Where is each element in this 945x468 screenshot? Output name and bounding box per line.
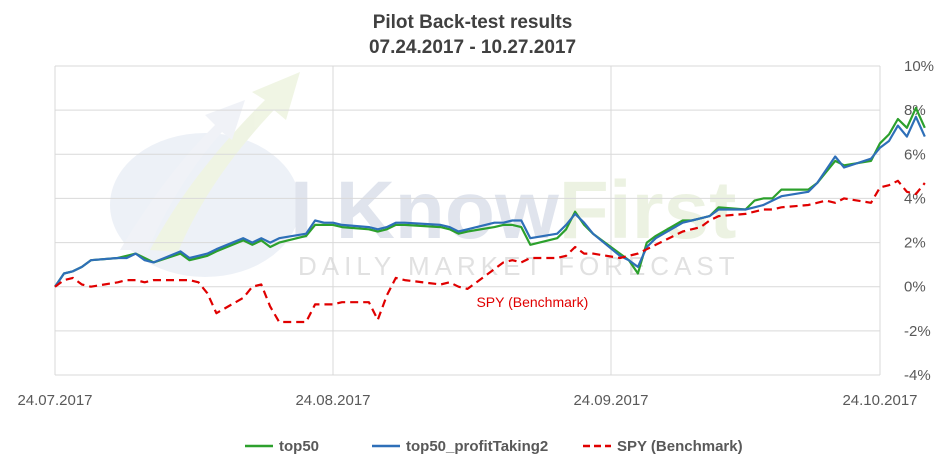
- axes: -4%-2%0%2%4%6%8%10%24.07.2017 24.08.2017 2…: [17, 58, 934, 409]
- chart-subtitle: 07.24.2017 - 10.27.2017: [368, 37, 577, 58]
- x-tick-label: 24.10.2017: [842, 392, 917, 409]
- watermark-tagline: DAILY MARKET FORECAST: [298, 251, 740, 281]
- legend-label: SPY (Benchmark): [617, 438, 743, 455]
- series-line: [54, 115, 926, 288]
- watermark-brand-part1: I Know: [290, 165, 559, 256]
- annotation-layer: SPY (Benchmark): [476, 294, 588, 310]
- chart-title-block: Pilot Back-test results 07.24.2017 - 10.…: [0, 10, 945, 60]
- watermark-arrow-secondary-icon: [120, 100, 245, 250]
- x-tick-label: 24.09.2017: [573, 392, 648, 409]
- annotation-label: SPY (Benchmark): [476, 294, 588, 310]
- chart-title: Pilot Back-test results: [372, 12, 573, 33]
- y-tick-label: 4%: [904, 190, 926, 207]
- watermark-arrow-icon: [150, 72, 300, 252]
- series-line: [54, 106, 926, 288]
- gridlines: [54, 65, 881, 376]
- x-tick-label: 24.08.2017: [295, 392, 370, 409]
- x-tick-label: 24.07.2017: [17, 392, 92, 409]
- y-tick-label: 0%: [904, 279, 926, 296]
- series-line: [54, 179, 926, 324]
- legend-label: top50_profitTaking2: [406, 438, 548, 455]
- y-tick-label: 2%: [904, 235, 926, 252]
- y-tick-label: -2%: [904, 323, 931, 340]
- y-tick-label: 10%: [904, 58, 934, 75]
- legend-label: top50: [279, 438, 319, 455]
- legend: top50 top50_profitTaking2 SPY (Benchmark): [245, 438, 743, 455]
- series-layer: [54, 106, 926, 324]
- y-tick-label: 6%: [904, 146, 926, 163]
- watermark-logo: I KnowFirst DAILY MARKET FORECAST: [110, 72, 740, 281]
- y-tick-label: -4%: [904, 367, 931, 384]
